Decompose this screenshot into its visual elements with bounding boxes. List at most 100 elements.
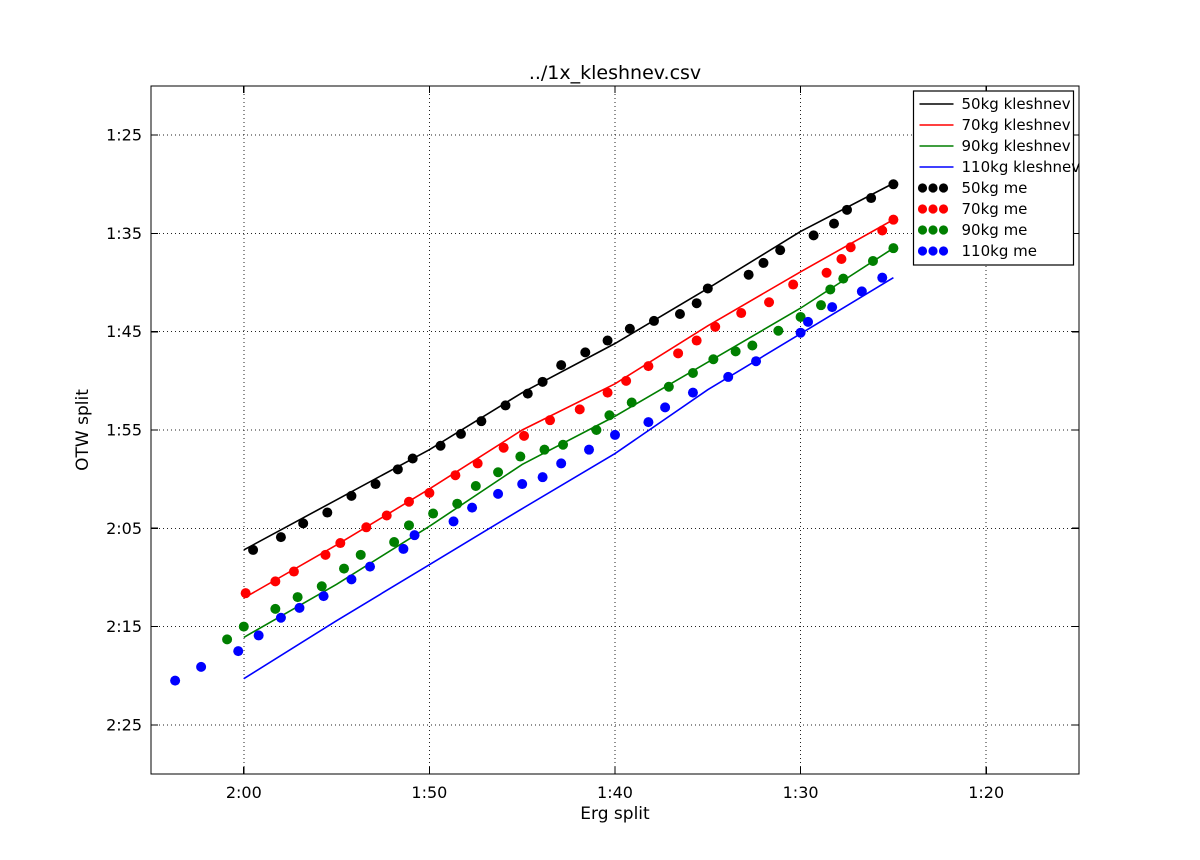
data-point [788,279,799,290]
legend-entry: 70kg me [917,200,1027,218]
y-tick-label: 1:35 [106,224,142,243]
data-point [452,498,463,509]
data-point [751,356,762,367]
data-point [663,381,674,392]
data-point [275,612,286,623]
data-point [842,204,852,215]
data-point [723,371,734,382]
data-point [248,544,259,555]
axes-frame [150,85,1080,775]
data-point [626,397,637,408]
legend-dot-sample [928,183,938,193]
data-point [687,367,698,378]
data-point [764,297,775,308]
legend-entry: 90kg kleshnev [919,137,1071,155]
data-point [836,253,847,264]
data-point [702,283,713,294]
legend-entry: 90kg me [917,221,1028,239]
legend-entry: 70kg kleshnev [919,116,1071,134]
data-point [519,430,530,441]
data-point [827,302,838,313]
legend-dot-sample [917,246,928,256]
data-point [643,361,654,372]
data-point [856,286,867,297]
data-point [795,327,806,338]
legend-label: 90kg me [962,221,1028,239]
data-point [866,193,877,204]
data-point [795,311,806,322]
data-point [621,375,632,386]
data-point [610,429,620,440]
data-point [493,488,504,499]
data-point [270,603,281,614]
series-layer [170,179,899,686]
data-point [522,388,533,399]
data-point [322,507,333,518]
data-point [624,323,635,334]
series-line-50kg-kleshnev [243,182,894,551]
data-point [888,243,899,254]
data-point [361,522,372,533]
data-point [537,376,548,387]
data-point [346,490,357,501]
data-point [389,537,400,548]
data-point [673,348,684,359]
data-point [556,360,567,371]
series-dots-70kg-me [240,214,899,599]
legend-label: 110kg kleshnev [962,158,1081,176]
data-point [196,661,207,672]
legend-dot-sample [938,225,949,235]
data-point [476,416,487,427]
data-point [381,510,392,521]
data-point [365,561,376,572]
data-point [808,230,819,241]
legend-dot-sample [928,204,938,214]
data-point [270,576,281,587]
legend-entry: 50kg me [917,179,1027,197]
series-line-70kg-kleshnev [243,218,894,599]
data-point [574,404,585,415]
data-point [643,417,654,428]
data-point [370,479,381,490]
series-line-90kg-kleshnev [243,247,894,639]
data-point [335,538,346,549]
y-axis-label: OTW split [73,389,93,471]
legend-dot-sample [938,183,949,193]
legend-dot-sample [928,225,938,235]
data-point [877,225,888,236]
data-point [660,402,671,413]
data-point [758,257,769,268]
data-point [238,621,249,632]
data-point [346,574,357,585]
data-point [674,309,685,320]
data-point [498,442,509,453]
data-point [591,425,602,435]
series-dots-110kg-me [170,272,888,686]
data-point [687,387,698,398]
data-point [708,354,719,365]
chart-title: ../1x_kleshnev.csv [529,62,701,84]
data-point [710,321,721,332]
legend-label: 90kg kleshnev [962,137,1071,155]
data-point [298,518,309,529]
data-point [838,273,849,284]
data-point [888,179,899,190]
data-point [580,347,591,358]
data-point [472,458,483,469]
data-point [407,453,418,464]
data-point [558,439,569,450]
data-point [747,340,758,351]
series-dots-50kg-me [248,179,899,555]
data-point [316,581,327,592]
data-point [867,255,878,266]
data-point [222,634,233,645]
data-point [275,532,286,543]
data-point [602,335,613,346]
data-point [450,470,461,481]
data-point [888,214,899,225]
y-tick-label: 1:45 [106,322,142,341]
series-dots-90kg-me [222,243,899,645]
data-point [648,315,659,326]
data-point [403,520,414,531]
